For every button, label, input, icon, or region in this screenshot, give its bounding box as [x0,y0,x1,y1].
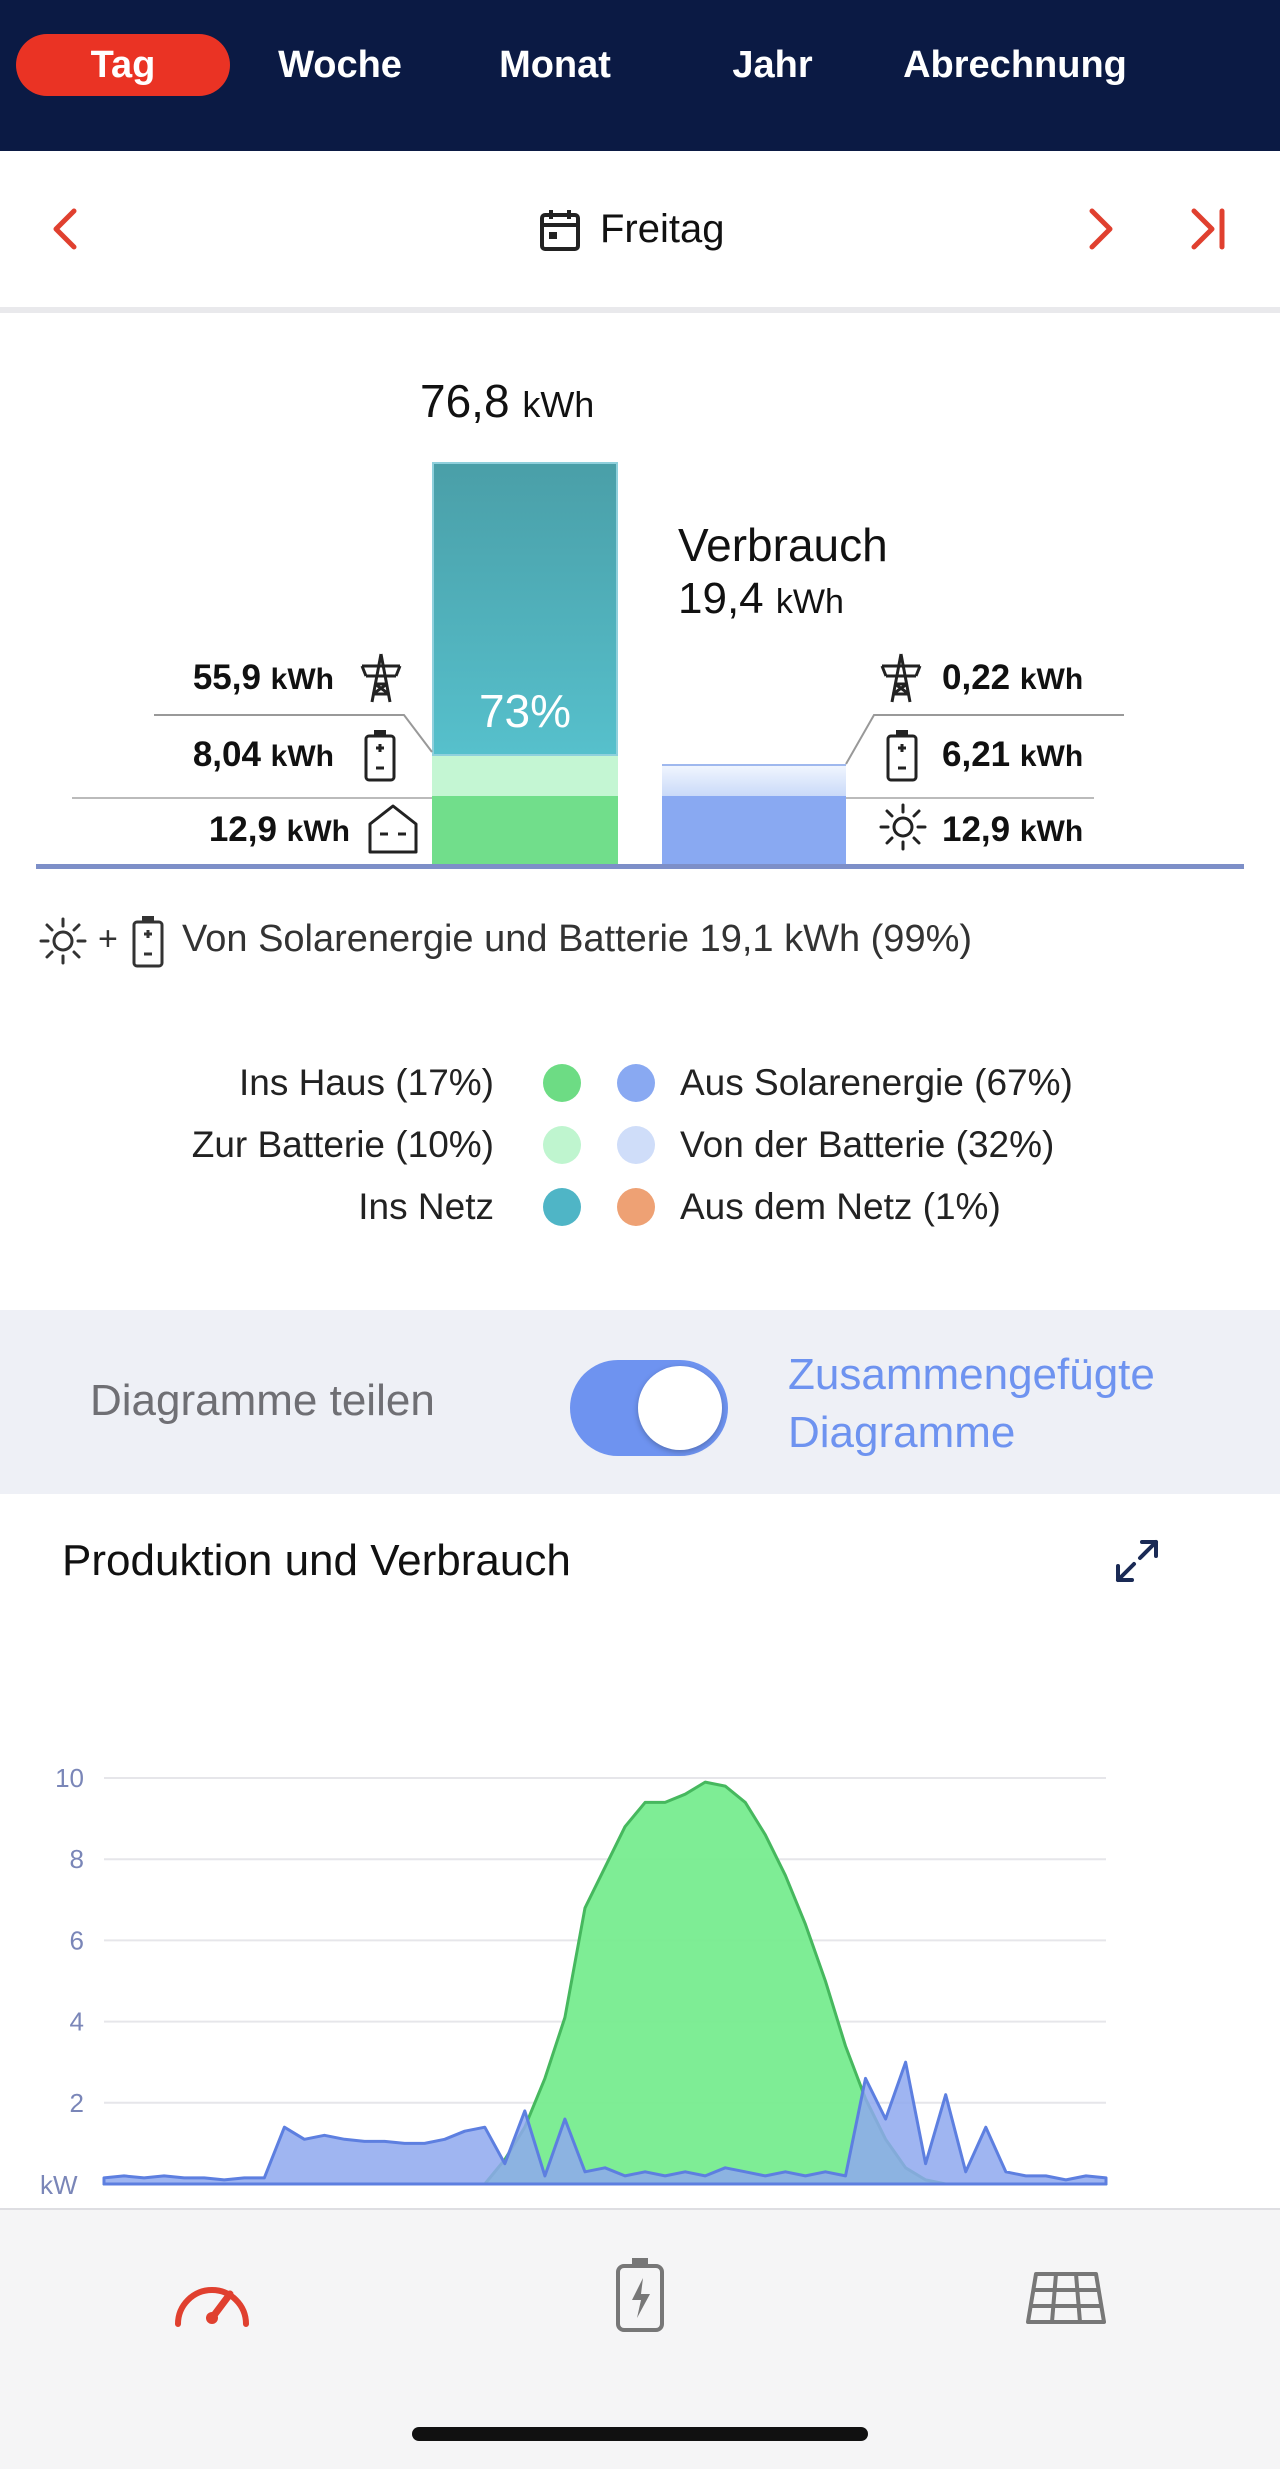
date-label[interactable]: Freitag [600,207,725,251]
consumption-battery-row: 6,21 kWh [942,735,1083,775]
chart-title: Produktion und Verbrauch [62,1536,571,1585]
split-diagrams-bar: Diagramme teilen Zusammengefügte Diagram… [0,1310,1280,1494]
house-icon [366,802,420,859]
legend-ins-netz: Ins Netz [358,1186,494,1227]
autarky-plus: + [98,920,118,958]
production-total: 76,8 kWh [420,374,594,428]
home-indicator [412,2427,868,2441]
chart-y-axis-unit: kW [40,2170,78,2200]
battery-icon [130,914,166,973]
legend-dot-ins-haus [543,1064,581,1102]
consumption-total: 19,4 kWh [678,574,844,624]
sun-icon [38,916,88,971]
tab-monat[interactable]: Monat [499,44,611,86]
self-consumption-percent: 73% [478,685,572,737]
battery-charging-icon[interactable] [612,2256,668,2339]
date-navigation-bar: Freitag [0,151,1280,313]
chart-y-ticks: 2 4 6 8 10 [55,1763,84,2118]
production-house-unit: kWh [286,815,350,848]
consumption-battery-value: 6,21 [942,735,1011,774]
skip-to-end-icon[interactable] [1186,207,1230,256]
chart-y-tick-label: 10 [55,1763,84,1793]
legend-dot-von-der-batterie [617,1126,655,1164]
chart-y-tick-label: 8 [70,1844,84,1874]
chart-y-tick-label: 6 [70,1925,84,1955]
production-grid-row: 55,9 kWh [100,658,334,698]
production-grid-value: 55,9 [192,658,261,697]
tab-jahr[interactable]: Jahr [732,44,813,86]
production-battery-unit: kWh [270,740,334,773]
consumption-title: Verbrauch [678,519,888,571]
chart-series-consumption-area [102,2060,1108,2186]
production-house-value: 12,9 [208,810,277,849]
merged-diagrams-line2: Diagramme [788,1408,1016,1457]
consumption-battery-unit: kWh [1019,740,1084,773]
legend-dot-zur-batterie [543,1126,581,1164]
top-tab-bar: Tag Woche Monat Jahr Abrechnung [0,0,1280,151]
production-house-bar-segment [432,796,618,864]
legend-dot-aus-solarenergie [617,1064,655,1102]
consumption-solar-value: 12,9 [942,810,1011,849]
power-tower-icon [358,652,404,709]
legend-dot-aus-dem-netz [617,1188,655,1226]
merged-diagrams-line1: Zusammengefügte [788,1350,1155,1399]
legend-von-der-batterie: Von der Batterie (32%) [680,1124,1055,1165]
consumption-solar-bar-segment [662,796,846,864]
chart-y-tick-label: 4 [70,2007,84,2037]
bottom-navigation [0,2208,1280,2469]
bars-baseline [36,864,1244,869]
split-toggle-knob [638,1366,722,1450]
legend-aus-dem-netz: Aus dem Netz (1%) [680,1186,1001,1227]
consumption-total-unit: kWh [775,583,844,621]
production-grid-bar-segment [432,462,618,756]
production-house-row: 12,9 kWh [100,810,350,850]
calendar-icon [538,207,582,258]
expand-icon[interactable] [1112,1536,1162,1591]
speedometer-icon[interactable] [170,2262,254,2337]
solar-panel-icon[interactable] [1024,2270,1108,2331]
tab-tag[interactable]: Tag [16,34,230,96]
consumption-grid-value: 0,22 [942,658,1011,697]
production-grid-unit: kWh [270,663,334,696]
chart-series-production-area [102,1780,1108,2186]
production-battery-bar-segment [432,756,618,796]
legend-zur-batterie: Zur Batterie (10%) [191,1124,494,1165]
autarky-text: Von Solarenergie und Batterie 19,1 kWh (… [182,918,973,960]
production-battery-row: 8,04 kWh [100,735,334,775]
production-total-unit: kWh [522,384,595,425]
legend-aus-solarenergie: Aus Solarenergie (67%) [680,1062,1073,1103]
chart-y-tick-label: 2 [70,2088,84,2118]
battery-icon [362,728,398,787]
chevron-right-icon[interactable] [1080,207,1120,256]
legend-dot-ins-netz [543,1188,581,1226]
power-tower-icon [878,652,924,709]
legend-ins-haus: Ins Haus (17%) [239,1062,494,1103]
production-consumption-chart: 2 4 6 8 10 kW [40,1763,1108,2200]
chevron-left-icon[interactable] [46,207,86,256]
production-total-value: 76,8 [420,375,510,427]
consumption-total-value: 19,4 [678,574,764,623]
consumption-grid-row: 0,22 kWh [942,658,1083,698]
tab-woche[interactable]: Woche [278,44,402,86]
consumption-solar-unit: kWh [1019,815,1084,848]
production-battery-value: 8,04 [192,735,261,774]
split-toggle-label: Diagramme teilen [90,1376,435,1425]
consumption-battery-bar-segment [662,764,846,798]
battery-icon [884,728,920,787]
connector-lines [72,714,1124,799]
tab-abrechnung[interactable]: Abrechnung [903,44,1127,86]
consumption-grid-unit: kWh [1019,663,1084,696]
consumption-solar-row: 12,9 kWh [942,810,1083,850]
sun-icon [878,802,928,857]
split-toggle-switch[interactable] [570,1360,728,1456]
merged-diagrams-link[interactable]: Zusammengefügte Diagramme [788,1346,1155,1462]
